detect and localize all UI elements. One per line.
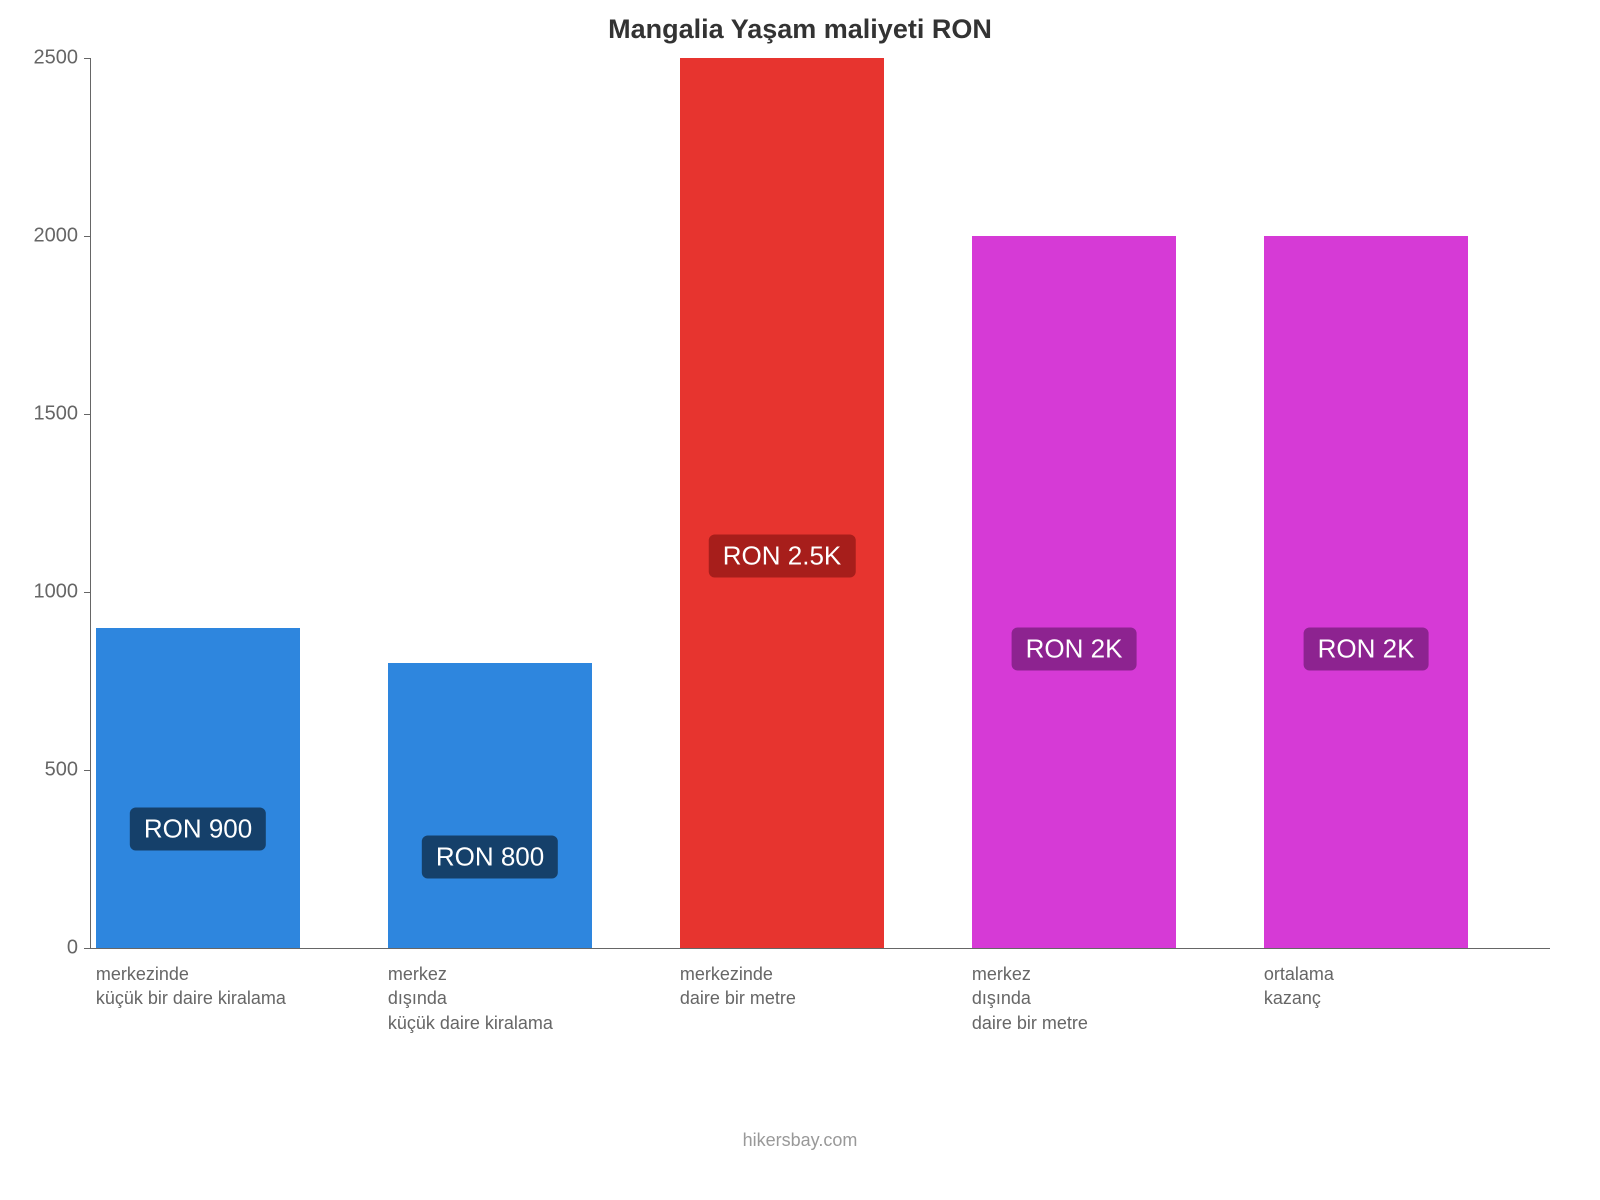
bar <box>96 628 300 948</box>
y-tick-label: 500 <box>45 759 90 782</box>
bar <box>1264 236 1468 948</box>
x-tick-label: merkez dışında daire bir metre <box>972 948 1176 1035</box>
y-tick-label: 2000 <box>34 225 91 248</box>
bar-value-badge: RON 2K <box>1012 627 1137 670</box>
y-tick-label: 1500 <box>34 403 91 426</box>
y-axis <box>90 58 91 948</box>
bar <box>972 236 1176 948</box>
bar-value-badge: RON 900 <box>130 808 266 851</box>
bar <box>388 663 592 948</box>
bar-value-badge: RON 800 <box>422 835 558 878</box>
x-tick-label: merkezinde daire bir metre <box>680 948 884 1011</box>
chart-title: Mangalia Yaşam maliyeti RON <box>0 14 1600 45</box>
bar-value-badge: RON 2K <box>1304 627 1429 670</box>
y-tick-label: 2500 <box>34 47 91 70</box>
x-tick-label: merkez dışında küçük daire kiralama <box>388 948 592 1035</box>
y-tick-label: 0 <box>67 937 90 960</box>
x-tick-label: merkezinde küçük bir daire kiralama <box>96 948 300 1011</box>
chart-container: Mangalia Yaşam maliyeti RON 050010001500… <box>0 0 1600 1200</box>
plot-area: 05001000150020002500RON 900merkezinde kü… <box>90 58 1550 948</box>
y-tick-label: 1000 <box>34 581 91 604</box>
bar-value-badge: RON 2.5K <box>709 535 856 578</box>
bar <box>680 58 884 948</box>
chart-footer: hikersbay.com <box>0 1130 1600 1151</box>
x-tick-label: ortalama kazanç <box>1264 948 1468 1011</box>
